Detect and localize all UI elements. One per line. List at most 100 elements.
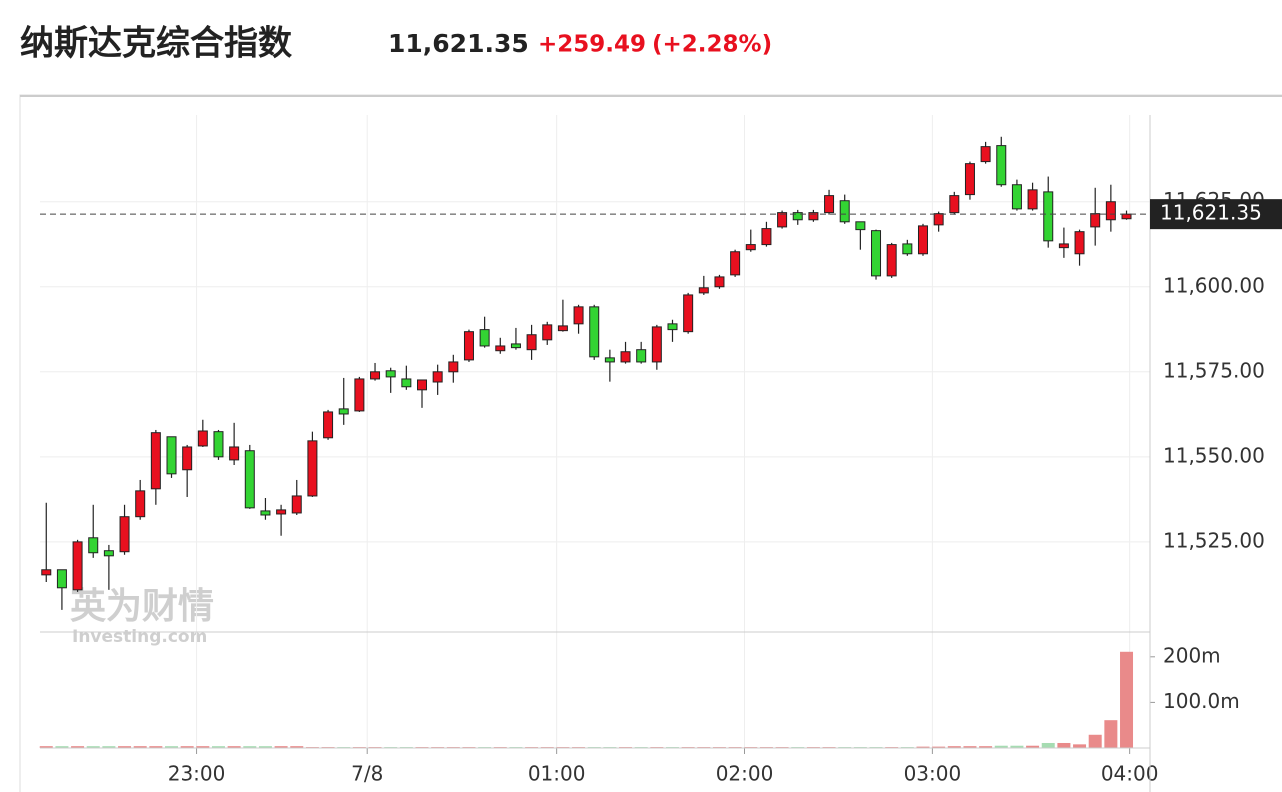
candle-body [370, 371, 381, 380]
volume-bar [149, 746, 163, 748]
grid [40, 115, 1150, 748]
candle-body [1043, 191, 1054, 242]
candle-body [1090, 213, 1101, 228]
candle-body [1074, 231, 1085, 255]
candle-body [463, 331, 474, 361]
candle-body [135, 490, 146, 518]
candle-body [244, 450, 255, 509]
volume-bar [963, 746, 977, 748]
volume-bar [1026, 745, 1040, 748]
candle-body [432, 371, 443, 383]
candle-body [573, 306, 584, 325]
y-tick-label: 11,600.00 [1163, 273, 1265, 297]
volume-bar [133, 746, 147, 748]
watermark: 英为财情 [70, 586, 214, 627]
volume-bar [86, 746, 100, 748]
volume-bar [1104, 720, 1118, 748]
candle-body [307, 440, 318, 497]
y-tick-label: 11,550.00 [1163, 443, 1265, 467]
volume-bar [211, 746, 225, 748]
volume-bar [102, 746, 116, 748]
candle-body [119, 516, 130, 553]
candle-body [417, 379, 428, 391]
candle-body [260, 510, 271, 516]
candle-body [871, 230, 882, 277]
candle-body [276, 509, 287, 515]
page-title: 纳斯达克综合指数 [20, 24, 292, 64]
candle-body [88, 537, 99, 554]
volume-bar [1073, 744, 1087, 748]
volume-bar [916, 746, 930, 748]
volume-bar [1120, 651, 1134, 748]
candle-body [229, 446, 240, 461]
x-tick-label: 7/8 [351, 762, 383, 786]
candle-body [557, 325, 568, 332]
candle-body [41, 569, 52, 576]
candle-body [479, 329, 490, 347]
volume-bar [979, 746, 993, 748]
candle-body [291, 495, 302, 514]
candle-body [808, 212, 819, 221]
candle-body [996, 145, 1007, 186]
candle-body [166, 436, 177, 475]
candle-body [604, 357, 615, 363]
volume-bar [165, 746, 179, 748]
candle-body [1058, 243, 1069, 249]
candle-body [103, 550, 114, 557]
candle-body [651, 326, 662, 363]
candle-body [448, 361, 459, 373]
volume-bar [1010, 745, 1024, 748]
volume-bar [1088, 734, 1102, 748]
axes: 23:00 7/8 01:00 02:00 03:00 04:00 11,525.00 11,… [40, 115, 1282, 792]
x-tick-label: 23:00 [168, 762, 226, 786]
candle-body [385, 370, 396, 378]
x-tick-label: 04:00 [1101, 762, 1159, 786]
candle-body [542, 324, 553, 341]
price-change: +259.49 [538, 32, 646, 58]
candle-body [197, 430, 208, 447]
candle-body [980, 146, 991, 163]
x-tick-label: 02:00 [716, 762, 774, 786]
x-tick-label: 03:00 [904, 762, 962, 786]
candle-body [510, 343, 521, 349]
candle-body [949, 195, 960, 214]
volume-bar [274, 746, 288, 748]
candle-body [824, 195, 835, 214]
volume-bar [290, 746, 304, 748]
volume-bar [932, 746, 946, 748]
y-tick-label: 11,525.00 [1163, 528, 1265, 552]
candle-body [526, 334, 537, 351]
candle-body [855, 221, 866, 231]
candle-body [495, 345, 506, 352]
candle-body [323, 411, 334, 439]
candle-body [1027, 189, 1038, 210]
candle-body [72, 541, 83, 591]
candle-body [917, 225, 928, 255]
volume-bar [180, 746, 194, 748]
volume-bar [994, 745, 1008, 748]
candle-body [1105, 201, 1116, 221]
volume-bar [55, 746, 69, 748]
candle-body [589, 306, 600, 358]
volume-bar [258, 746, 272, 748]
x-tick-label: 01:00 [528, 762, 586, 786]
candle-body [182, 446, 193, 471]
candle-body [839, 200, 850, 223]
volume-tick-label: 100.0m [1163, 689, 1240, 713]
watermark: Investing.com [72, 627, 207, 647]
candle-body [902, 243, 913, 255]
candle-body [150, 432, 161, 490]
candle-body [792, 212, 803, 221]
candle-body [714, 276, 725, 288]
last-price-box [1150, 199, 1282, 230]
candle-body [745, 244, 756, 251]
volume-bar [39, 746, 53, 748]
volume-bar [196, 746, 210, 748]
candle-body [933, 213, 944, 226]
y-tick-label: 11,575.00 [1163, 358, 1265, 382]
candle-body [1011, 184, 1022, 210]
candle-body [730, 251, 741, 276]
price-change-pct: (+2.28%) [652, 32, 772, 58]
